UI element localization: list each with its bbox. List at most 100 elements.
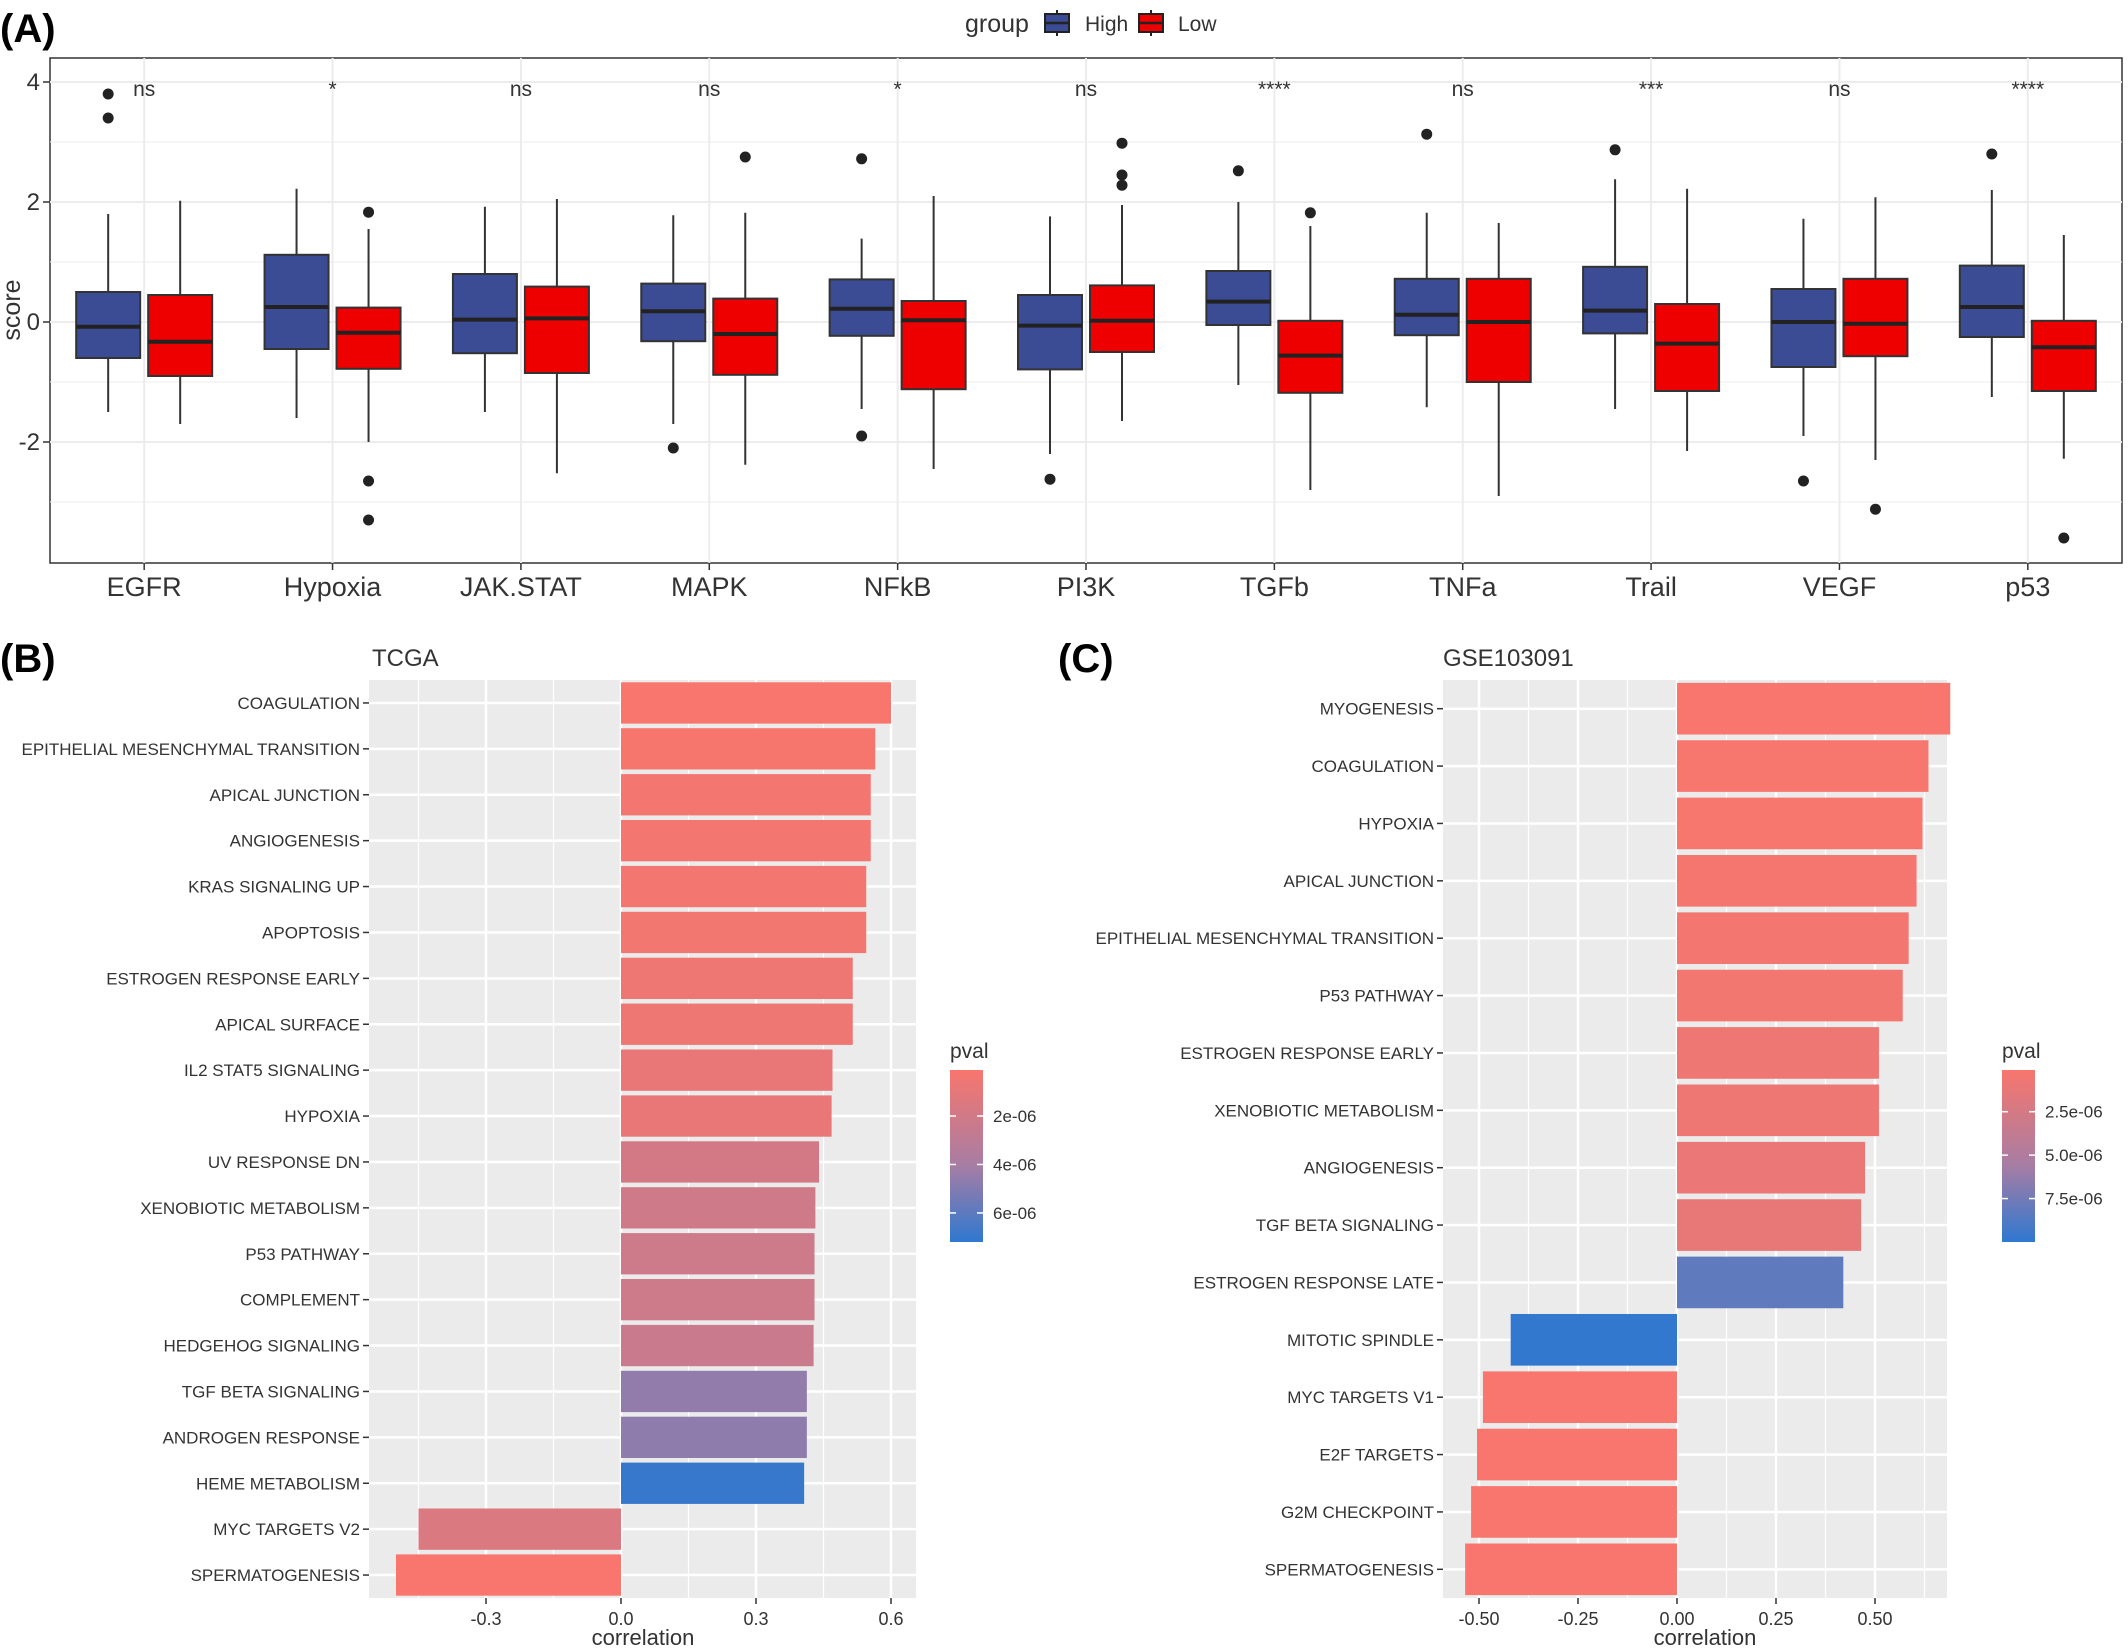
y-tick-label: EPITHELIAL MESENCHYMAL TRANSITION: [1096, 929, 1435, 948]
box-nfkb-high: [828, 153, 895, 442]
y-tick-label: P53 PATHWAY: [245, 1245, 360, 1264]
boxplot-panel: group High Low ns * ns ns * ns **** ns *** ns ****…: [0, 10, 2123, 602]
significance-label: ns: [1075, 78, 1097, 101]
box-iqr: [263, 253, 330, 350]
legend-tick-label: 2.5e-06: [2045, 1103, 2103, 1122]
group-legend: group High Low: [965, 10, 1217, 38]
bar-estrogen-response-late: [1677, 1256, 1844, 1309]
box-trail-low: [1654, 188, 1721, 451]
x-axis-label-b: correlation: [592, 1625, 695, 1649]
significance-label: *: [328, 78, 336, 101]
x-tick-label: 0.00: [1659, 1609, 1694, 1629]
x-tick-label: 0.50: [1857, 1609, 1892, 1629]
y-tick-label: 2: [27, 189, 40, 216]
y-tick-label: MITOTIC SPINDLE: [1287, 1331, 1434, 1350]
plot-area-b: [369, 680, 916, 1598]
y-tick-label: XENOBIOTIC METABOLISM: [140, 1199, 360, 1218]
gse-bar-panel: GSE103091 MYOGENESIS COAGULATION HYPOXIA AP…: [1096, 645, 2103, 1649]
box-iqr: [1582, 265, 1649, 335]
significance-label: ns: [1452, 78, 1474, 101]
box-iqr: [1393, 277, 1460, 337]
legend-title-b: pval: [950, 1040, 989, 1063]
box-egfr-high: [75, 88, 142, 412]
y-tick-label: HEME METABOLISM: [196, 1474, 360, 1493]
y-tick-label: EPITHELIAL MESENCHYMAL TRANSITION: [22, 740, 361, 759]
bar-xenobiotic-metabolism: [621, 1187, 816, 1229]
legend-key-low: [1138, 10, 1164, 36]
bars-c: [1465, 682, 1951, 1596]
outlier-point: [363, 514, 375, 526]
x-tick-label: -0.50: [1458, 1609, 1499, 1629]
x-tick-label: -0.3: [470, 1609, 501, 1629]
axes-a: 4 2 0 -2 EGFR Hypoxia JAK.STAT MAPK NFkB PI3K TGFb…: [19, 69, 2051, 602]
x-tick-label: MAPK: [671, 572, 748, 602]
box-tgfb-high: [1205, 165, 1272, 385]
axes-b: COAGULATION EPITHELIAL MESENCHYMAL TRANSI…: [22, 694, 904, 1629]
legend-key-high: [1044, 10, 1070, 36]
x-tick-label: 0.6: [878, 1609, 903, 1629]
significance-label: ****: [1258, 78, 1291, 101]
bar-myogenesis: [1677, 682, 1951, 735]
bar-angiogenesis: [621, 819, 871, 862]
y-tick-label: COMPLEMENT: [240, 1291, 360, 1310]
panel-label-c: (C): [1058, 637, 1114, 681]
y-tick-label: HYPOXIA: [1358, 814, 1434, 833]
legend-label-low: Low: [1178, 13, 1217, 36]
x-tick-label: PI3K: [1057, 572, 1116, 602]
outlier-point: [1044, 473, 1056, 485]
box-tnfa-low: [1465, 223, 1532, 496]
y-tick-label: SPERMATOGENESIS: [1265, 1560, 1434, 1579]
y-tick-label: APICAL SURFACE: [215, 1015, 360, 1034]
bar-hypoxia: [1677, 797, 1923, 850]
box-iqr: [1958, 264, 2025, 339]
outlier-point: [363, 475, 375, 487]
box-tgfb-low: [1277, 207, 1344, 490]
outlier-point: [102, 112, 114, 124]
x-tick-label: Hypoxia: [284, 572, 383, 602]
box-trail-high: [1582, 144, 1649, 409]
bar-coagulation: [621, 682, 891, 724]
box-iqr: [1089, 284, 1155, 353]
outlier-point: [667, 442, 679, 454]
legend-title-c: pval: [2002, 1040, 2041, 1063]
y-tick-label: TGF BETA SIGNALING: [1256, 1216, 1434, 1235]
significance-label: ns: [698, 78, 720, 101]
outlier-point: [2058, 532, 2070, 544]
y-tick-label: HEDGEHOG SIGNALING: [164, 1337, 360, 1356]
legend-tick-label: 2e-06: [993, 1107, 1036, 1126]
y-axis-label: score: [0, 279, 26, 340]
bar-p53-pathway: [1677, 969, 1903, 1022]
y-tick-label: MYC TARGETS V2: [213, 1520, 360, 1539]
bar-angiogenesis: [1677, 1141, 1866, 1194]
box-iqr: [712, 297, 779, 376]
box-egfr-low: [147, 200, 214, 424]
significance-label: ns: [510, 78, 532, 101]
outlier-point: [1116, 179, 1128, 191]
significance-label: ****: [2011, 78, 2044, 101]
y-tick-label: IL2 STAT5 SIGNALING: [184, 1061, 360, 1080]
x-tick-label: TGFb: [1240, 572, 1309, 602]
bar-estrogen-response-early: [621, 957, 853, 1000]
bar-spermatogenesis: [1465, 1543, 1677, 1596]
bar-spermatogenesis: [396, 1554, 621, 1596]
outlier-point: [739, 151, 751, 163]
x-tick-label: Trail: [1625, 572, 1677, 602]
y-tick-label: UV RESPONSE DN: [208, 1153, 360, 1172]
box-iqr: [1770, 288, 1837, 368]
chart-title-b: TCGA: [372, 645, 439, 672]
y-tick-label: ANDROGEN RESPONSE: [163, 1428, 360, 1447]
box-vegf-high: [1770, 218, 1837, 487]
bar-complement: [621, 1278, 815, 1321]
bar-apical-surface: [621, 1003, 853, 1045]
legend-label-high: High: [1085, 13, 1128, 36]
colorbar-b: [950, 1070, 983, 1242]
legend-tick-label: 6e-06: [993, 1204, 1036, 1223]
box-vegf-low: [1842, 197, 1909, 515]
boxes-a: ns * ns ns * ns **** ns *** ns ****: [75, 78, 2097, 544]
box-p53-high: [1958, 148, 2025, 397]
box-iqr: [1654, 303, 1721, 392]
bar-apical-junction: [1677, 854, 1917, 907]
pval-legend-b: pval 2e-06 4e-06 6e-06: [950, 1040, 1036, 1242]
box-hypoxia-high: [263, 188, 330, 418]
y-tick-label: COAGULATION: [238, 694, 360, 713]
